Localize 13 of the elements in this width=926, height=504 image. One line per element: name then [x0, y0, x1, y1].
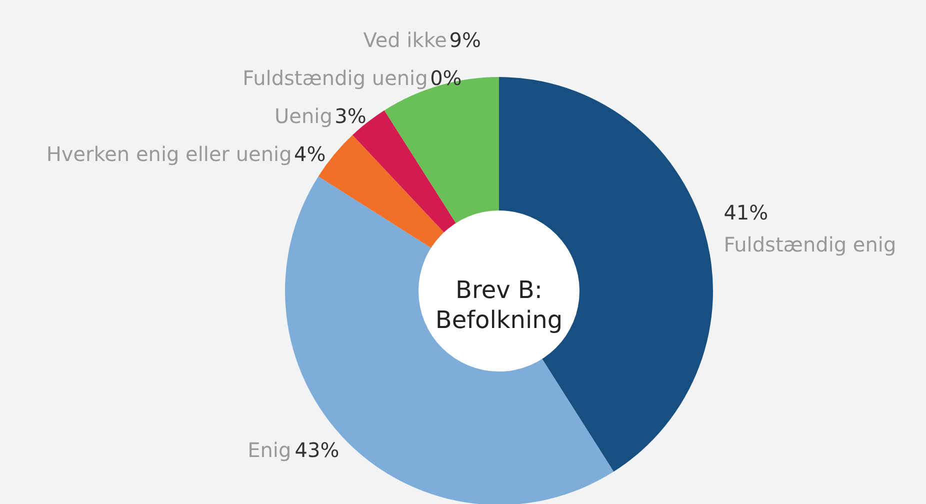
- data-label: 9%: [449, 28, 481, 52]
- text: 0%: [430, 66, 462, 90]
- data-label: 4%: [294, 142, 326, 166]
- slice-label: Hverken enig eller uenig: [46, 142, 292, 166]
- slice-label: Ved ikke: [363, 28, 447, 52]
- slice-label: Fuldstændig enig: [724, 232, 896, 257]
- data-label: 41%: [724, 200, 768, 225]
- data-label: 43%: [294, 438, 340, 462]
- slice-label: Uenig: [274, 104, 332, 128]
- data-label: 3%: [334, 104, 366, 128]
- category-label: Fuldstændig uenig: [242, 66, 428, 90]
- text: Brev B: Befolkning: [435, 276, 563, 334]
- slice-label: Enig: [248, 438, 292, 462]
